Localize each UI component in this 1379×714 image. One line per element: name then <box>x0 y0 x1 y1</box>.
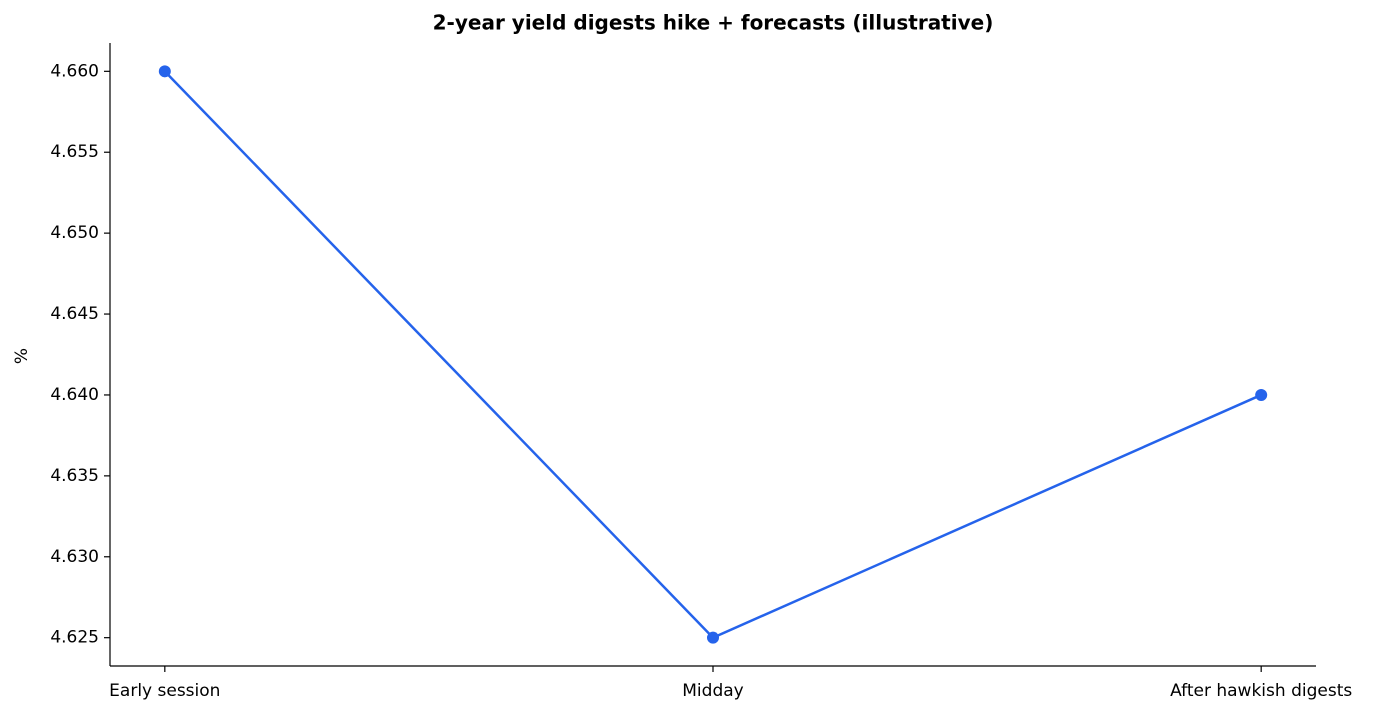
x-tick-label: After hawkish digests <box>1170 681 1352 701</box>
point <box>707 631 719 644</box>
y-tick-label: 4.655 <box>50 142 99 162</box>
y-tick-label: 4.625 <box>50 628 99 648</box>
x-tick-label: Early session <box>109 681 220 701</box>
y-tick-label: 4.640 <box>50 385 99 405</box>
y-tick-label: 4.660 <box>50 61 99 81</box>
line <box>163 70 1262 640</box>
point <box>1255 388 1268 401</box>
y-axis-label: % <box>12 348 32 364</box>
chart-title: 2-year yield digests hike + forecasts (i… <box>433 11 994 35</box>
y-tick-label: 4.630 <box>50 547 99 567</box>
y-tick-label: 4.635 <box>50 466 99 486</box>
y-tick-label: 4.645 <box>50 304 99 324</box>
y-tick-label: 4.650 <box>50 223 99 243</box>
point <box>158 65 171 78</box>
x-tick-label: Midday <box>682 681 743 701</box>
